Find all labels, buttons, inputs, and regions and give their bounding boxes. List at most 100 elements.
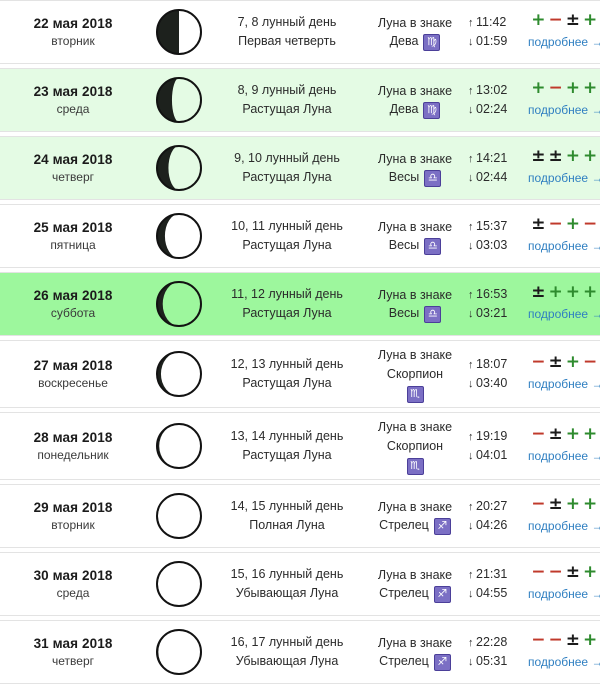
rise-set-cell: ↑ 18:07 ↓ 03:40 (468, 355, 528, 393)
rating-sign: − (531, 561, 549, 582)
rise-set-cell: ↑ 21:31 ↓ 04:55 (468, 565, 528, 603)
rating-sign: − (582, 351, 600, 372)
zodiac-caption: Луна в знаке (377, 567, 453, 582)
more-details-link[interactable]: подробнее → (528, 103, 600, 118)
more-details-link[interactable]: подробнее → (528, 307, 600, 322)
date-cell: 26 мая 2018 суббота (0, 286, 146, 323)
zodiac-libra-icon: ♎ (424, 237, 442, 255)
more-details-link[interactable]: подробнее → (528, 587, 600, 602)
date-cell: 22 мая 2018 вторник (0, 14, 146, 51)
rating-sign: − (531, 423, 549, 444)
more-details-link[interactable]: подробнее → (528, 519, 600, 534)
calendar-row[interactable]: 30 мая 2018 среда 15, 16 лунный день Убываю… (0, 552, 600, 616)
date-cell: 24 мая 2018 четверг (0, 150, 146, 187)
moon-waxing-gibbous (156, 77, 202, 123)
moonset-value: 04:26 (476, 518, 508, 532)
arrow-up-icon: ↑ (468, 85, 474, 98)
lunar-day-cell: 9, 10 лунный день Растущая Луна (212, 149, 362, 187)
calendar-row[interactable]: 25 мая 2018 пятница 10, 11 лунный день Раст… (0, 204, 600, 268)
row-separator (0, 268, 600, 272)
lunar-day-cell: 11, 12 лунный день Растущая Луна (212, 285, 362, 323)
zodiac-sagittarius-icon: ♐ (433, 653, 451, 671)
zodiac-sign-line: Стрелец ♐ (362, 652, 468, 671)
zodiac-sign-name: Стрелец (379, 654, 429, 668)
moon-waxing-gibbous (156, 213, 202, 259)
moon-phase-cell (146, 627, 212, 677)
weekday-text: среда (56, 586, 90, 601)
arrow-down-icon: ↓ (468, 656, 474, 668)
moonrise-time: ↑ 13:02 (468, 81, 528, 100)
lunar-days-text: 12, 13 лунный день (230, 357, 344, 372)
more-details-link[interactable]: подробнее → (528, 377, 600, 392)
zodiac-sign-name: Стрелец (379, 518, 429, 532)
moonrise-value: 11:42 (476, 15, 507, 30)
rating-sign: + (582, 629, 600, 650)
calendar-row[interactable]: 26 мая 2018 суббота 11, 12 лунный день Раст… (0, 272, 600, 336)
more-details-link[interactable]: подробнее → (528, 171, 600, 186)
lunar-day-cell: 12, 13 лунный день Растущая Луна (212, 355, 362, 393)
zodiac-sign-name: Стрелец (379, 586, 429, 600)
moonrise-value: 19:19 (476, 429, 508, 444)
date-text: 30 мая 2018 (33, 567, 113, 583)
lunar-phase-text: Растущая Луна (242, 238, 332, 252)
more-details-link[interactable]: подробнее → (528, 449, 600, 464)
lunar-day-cell: 10, 11 лунный день Растущая Луна (212, 217, 362, 255)
rating-signs: ±−+− (528, 214, 600, 234)
lunar-days-text: 13, 14 лунный день (230, 429, 344, 444)
lunar-phase-text: Полная Луна (249, 518, 325, 532)
calendar-row[interactable]: 22 мая 2018 вторник 7, 8 лунный день Первая… (0, 0, 600, 64)
lunar-days-text: 16, 17 лунный день (230, 635, 344, 650)
rating-sign: ± (565, 9, 583, 30)
rating-sign: − (531, 351, 549, 372)
calendar-row[interactable]: 27 мая 2018 воскресенье 12, 13 лунный день… (0, 340, 600, 408)
lunar-phase-text: Первая четверть (238, 34, 336, 48)
rating-sign: ± (548, 423, 566, 444)
more-details-link[interactable]: подробнее → (528, 655, 600, 670)
zodiac-cell: Луна в знаке Стрелец ♐ (362, 634, 468, 671)
moonrise-value: 16:53 (476, 287, 508, 302)
moonset-value: 02:44 (476, 170, 508, 184)
row-separator (0, 480, 600, 484)
rating-sign: + (582, 493, 600, 514)
moon-phase-cell (146, 421, 212, 471)
arrow-down-icon: ↓ (468, 172, 474, 184)
moonset-time: ↓ 01:59 (468, 32, 528, 51)
weekday-text: пятница (50, 238, 96, 253)
zodiac-sign-name: Скорпион (386, 366, 444, 381)
rating-cell: −±++ подробнее → (528, 494, 600, 538)
moonset-time: ↓ 04:01 (468, 446, 528, 465)
moon-phase-cell (146, 75, 212, 125)
more-details-link[interactable]: подробнее → (528, 35, 600, 50)
zodiac-sign-line: Стрелец ♐ (362, 516, 468, 535)
zodiac-sign-line: Дева ♍ (362, 32, 468, 51)
calendar-row[interactable]: 29 мая 2018 вторник 14, 15 лунный день Полн… (0, 484, 600, 548)
zodiac-virgo-icon: ♍ (423, 101, 441, 119)
moon-phase-cell (146, 7, 212, 57)
lunar-days-text: 7, 8 лунный день (237, 15, 337, 30)
calendar-row[interactable]: 23 мая 2018 среда 8, 9 лунный день Растущая… (0, 68, 600, 132)
date-text: 26 мая 2018 (33, 287, 113, 303)
rating-sign: − (582, 213, 600, 234)
rise-set-cell: ↑ 19:19 ↓ 04:01 (468, 427, 528, 465)
calendar-row[interactable]: 24 мая 2018 четверг 9, 10 лунный день Расту… (0, 136, 600, 200)
calendar-row[interactable]: 28 мая 2018 понедельник 13, 14 лунный день… (0, 412, 600, 480)
moon-phase-cell (146, 143, 212, 193)
lunar-days-text: 9, 10 лунный день (234, 151, 340, 166)
arrow-down-icon: ↓ (468, 520, 474, 532)
moonrise-time: ↑ 22:28 (468, 633, 528, 652)
weekday-text: четверг (52, 654, 94, 669)
moon-phase-cell (146, 349, 212, 399)
arrow-down-icon: ↓ (468, 240, 474, 252)
zodiac-libra-icon: ♎ (424, 169, 442, 187)
rating-signs: −±++ (528, 424, 600, 444)
rating-signs: −−±+ (528, 630, 600, 650)
zodiac-cell: Луна в знаке Скорпион ♏ (362, 346, 468, 403)
rise-set-cell: ↑ 20:27 ↓ 04:26 (468, 497, 528, 535)
moonrise-value: 20:27 (476, 499, 508, 514)
rating-sign: + (531, 9, 549, 30)
rating-sign: − (548, 561, 566, 582)
moonrise-value: 14:21 (476, 151, 508, 166)
rise-set-cell: ↑ 14:21 ↓ 02:44 (468, 149, 528, 187)
calendar-row[interactable]: 31 мая 2018 четверг 16, 17 лунный день Убыв… (0, 620, 600, 684)
more-details-link[interactable]: подробнее → (528, 239, 600, 254)
